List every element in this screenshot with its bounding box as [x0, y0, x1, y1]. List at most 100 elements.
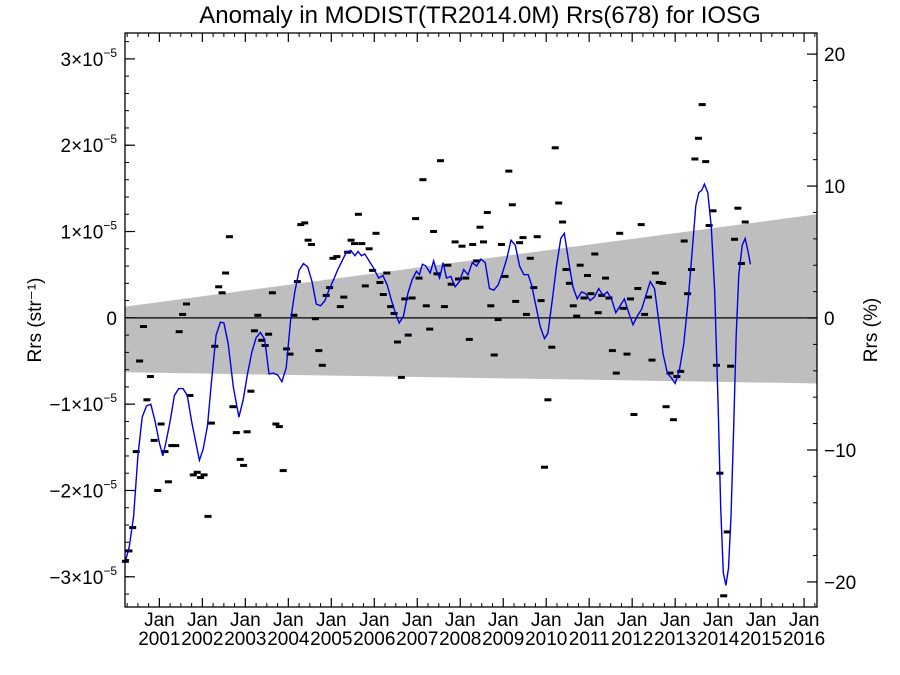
data-point [197, 476, 205, 479]
y-axis-right-label: Rrs (%) [861, 298, 882, 362]
data-point [161, 450, 169, 454]
y-left-tick-label: 3×10−5 [61, 46, 118, 71]
data-point [455, 277, 462, 281]
data-point [612, 371, 620, 375]
data-point [236, 457, 244, 461]
data-point [537, 299, 545, 303]
data-point [476, 225, 484, 229]
data-point [634, 287, 642, 290]
data-point [501, 274, 509, 278]
data-point [172, 444, 180, 448]
data-point [347, 238, 355, 242]
data-point [616, 231, 624, 235]
data-point [157, 422, 165, 426]
data-point [265, 332, 273, 336]
data-point [408, 296, 416, 300]
x-tick-label-year: 2006 [353, 629, 395, 650]
data-point [240, 463, 248, 467]
data-point [533, 235, 541, 239]
x-tick-label-year: 2009 [482, 629, 524, 650]
data-point [361, 284, 369, 288]
x-tick-label-month: Jan [746, 610, 777, 631]
data-point [648, 358, 656, 362]
data-point [340, 295, 348, 299]
data-point [283, 347, 291, 351]
data-point [508, 203, 516, 207]
y-right-tick-label: 10 [824, 177, 845, 198]
data-point [731, 237, 738, 241]
data-point [168, 444, 176, 448]
x-tick-label-year: 2008 [439, 629, 481, 650]
y-left-tick-label: −3×10−5 [49, 564, 117, 589]
data-point [662, 405, 670, 409]
y-left-tick-label: −2×10−5 [49, 477, 117, 502]
data-point [709, 209, 717, 213]
data-point [526, 256, 534, 260]
data-point [559, 220, 567, 224]
data-point [415, 276, 423, 280]
data-point [737, 262, 745, 265]
data-point [301, 221, 309, 225]
x-tick-label-month: Jan [660, 610, 691, 631]
data-point [605, 296, 613, 300]
data-point [247, 389, 255, 393]
data-point [258, 338, 266, 342]
data-point [422, 304, 430, 308]
data-point [304, 238, 312, 242]
y-left-tick-label: 1×10−5 [61, 219, 118, 244]
y-right-tick-label: 20 [824, 45, 845, 66]
y-left-tick-label: 2×10−5 [61, 132, 118, 157]
data-point [684, 292, 692, 296]
data-point [462, 276, 470, 280]
x-tick-label-month: Jan [273, 610, 304, 631]
x-tick-label-year: 2010 [525, 629, 567, 650]
data-point [619, 306, 627, 310]
data-point [637, 223, 645, 227]
data-point [308, 243, 315, 246]
data-point [268, 291, 276, 295]
data-point [469, 243, 477, 246]
data-point [254, 313, 262, 317]
data-point [143, 398, 151, 402]
x-tick-label-month: Jan [187, 610, 218, 631]
data-point [311, 317, 319, 321]
data-point [207, 421, 215, 425]
data-point [125, 549, 133, 553]
data-point [565, 281, 573, 285]
x-tick-label-year: 2012 [611, 629, 653, 650]
data-point [179, 312, 187, 316]
data-point [598, 293, 606, 297]
data-point [164, 480, 172, 484]
data-point [627, 297, 634, 301]
data-point [419, 178, 427, 182]
x-tick-label-month: Jan [789, 610, 820, 631]
chart-title: Anomaly in MODIST(TR2014.0M) Rrs(678) fo… [199, 2, 760, 29]
y-right-tick-label: 0 [824, 309, 835, 330]
x-tick-label-year: 2003 [224, 629, 266, 650]
x-tick-label-year: 2015 [740, 629, 782, 650]
data-point [694, 136, 702, 140]
data-point [698, 103, 706, 107]
data-point [140, 325, 147, 328]
data-point [404, 333, 412, 337]
data-point [369, 268, 377, 272]
data-point [200, 473, 208, 477]
x-tick-label-month: Jan [144, 610, 175, 631]
data-point [659, 281, 667, 285]
data-point [569, 304, 577, 308]
data-point [297, 223, 305, 227]
data-point [591, 252, 599, 256]
data-point [519, 236, 527, 240]
data-point [383, 271, 391, 275]
data-point [480, 240, 487, 244]
data-point [333, 255, 341, 259]
data-point [498, 243, 505, 246]
y-right-tick-label: −10 [824, 441, 856, 462]
x-tick-label-month: Jan [617, 610, 648, 631]
x-tick-label-month: Jan [488, 610, 519, 631]
data-point [702, 160, 710, 164]
data-point [573, 314, 581, 318]
data-point [243, 430, 251, 434]
x-tick-label-year: 2004 [267, 629, 310, 650]
data-point [390, 312, 398, 315]
